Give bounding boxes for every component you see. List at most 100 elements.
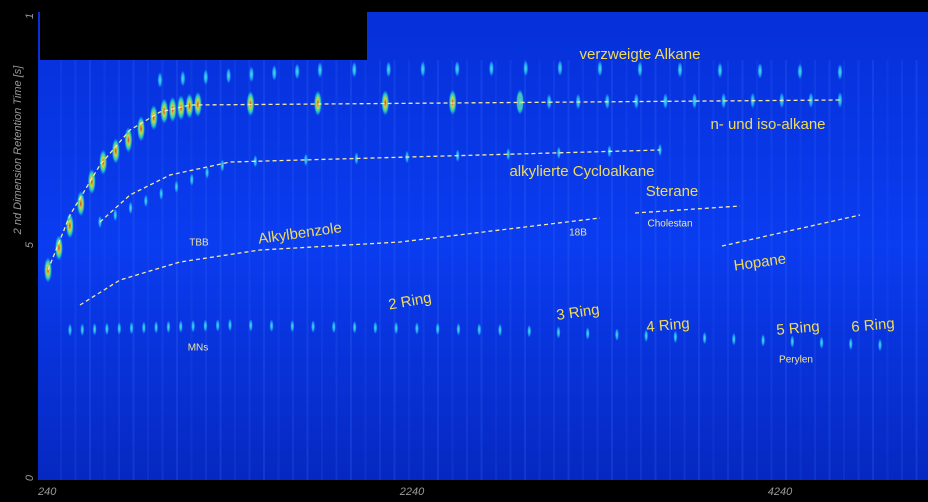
peak: [761, 333, 766, 347]
streak: [451, 60, 454, 480]
peak: [111, 138, 120, 164]
peak: [104, 322, 109, 336]
streak: [770, 60, 773, 480]
peak: [637, 61, 643, 78]
streak: [640, 60, 642, 480]
peak: [394, 321, 399, 335]
peak: [456, 322, 461, 336]
x-tick-label: 4240: [768, 486, 793, 498]
peak: [585, 327, 590, 340]
peak: [351, 61, 357, 78]
peak: [193, 91, 202, 118]
peak: [837, 64, 843, 80]
peak: [848, 337, 853, 351]
streak: [190, 60, 193, 480]
peak: [506, 147, 511, 161]
peak: [702, 331, 707, 345]
peak: [54, 235, 63, 261]
streak: [263, 60, 265, 480]
mask: [40, 12, 367, 60]
streak: [785, 60, 787, 480]
streak: [219, 60, 222, 480]
peak: [386, 61, 392, 78]
peak: [731, 332, 736, 346]
streak: [814, 60, 816, 480]
streak: [147, 60, 149, 480]
peak: [117, 322, 122, 335]
peak: [246, 90, 255, 117]
streak: [335, 60, 338, 480]
streak: [176, 60, 178, 480]
peak: [149, 104, 158, 131]
streak: [132, 60, 135, 480]
peak: [673, 330, 678, 344]
streak: [480, 60, 483, 480]
trend-line: [721, 214, 861, 247]
streak: [567, 60, 570, 480]
peak: [191, 319, 196, 333]
peak: [166, 320, 171, 334]
peak: [757, 62, 763, 79]
peak: [454, 60, 460, 77]
annotation: 4 Ring: [646, 315, 691, 336]
peak: [692, 92, 698, 109]
streak: [915, 60, 918, 480]
streak: [596, 60, 599, 480]
peak: [294, 63, 300, 80]
peak: [220, 159, 225, 172]
peak: [488, 60, 494, 77]
peak: [203, 69, 209, 86]
streak: [872, 60, 874, 480]
peak: [271, 64, 277, 81]
trend-line: [79, 217, 601, 306]
annotation: TBB: [189, 238, 209, 249]
annotation: 6 Ring: [851, 315, 896, 336]
streak: [553, 60, 555, 480]
annotation: n- und iso-alkane: [710, 116, 825, 133]
peak: [68, 323, 72, 337]
peak: [174, 180, 179, 194]
peak: [517, 94, 523, 110]
peak: [498, 323, 502, 337]
peak: [354, 152, 359, 165]
peak: [644, 329, 649, 343]
x-tick-label: 2240: [399, 486, 425, 498]
streak: [495, 60, 497, 480]
peak: [65, 212, 74, 239]
streak: [306, 60, 309, 480]
trend-line: [47, 99, 841, 271]
y-tick-label: 5: [24, 241, 36, 248]
peak: [248, 318, 253, 332]
peak: [269, 319, 274, 333]
peak: [177, 94, 186, 121]
streak: [379, 60, 381, 480]
peak: [381, 90, 390, 116]
peak: [178, 320, 183, 333]
peak: [837, 92, 843, 108]
streak: [364, 60, 367, 480]
peak: [523, 60, 529, 77]
streak: [625, 60, 628, 480]
peak: [137, 115, 146, 142]
peak: [878, 338, 882, 352]
annotation: MNs: [188, 343, 209, 354]
peak: [228, 318, 232, 332]
trend-line: [99, 149, 661, 223]
peak: [143, 194, 148, 208]
peak: [597, 60, 603, 77]
x-tick-label: 240: [37, 486, 57, 498]
streak: [408, 60, 410, 480]
peak: [189, 173, 194, 187]
peak: [154, 320, 159, 334]
streak: [654, 60, 657, 480]
peak: [141, 321, 146, 335]
annotation: 18B: [569, 228, 587, 239]
streak: [712, 60, 715, 480]
trend-line: [634, 205, 741, 214]
streak: [466, 60, 468, 480]
peak: [717, 62, 723, 79]
y-tick-label: 0: [24, 474, 36, 481]
streak: [756, 60, 758, 480]
streak: [698, 60, 700, 480]
